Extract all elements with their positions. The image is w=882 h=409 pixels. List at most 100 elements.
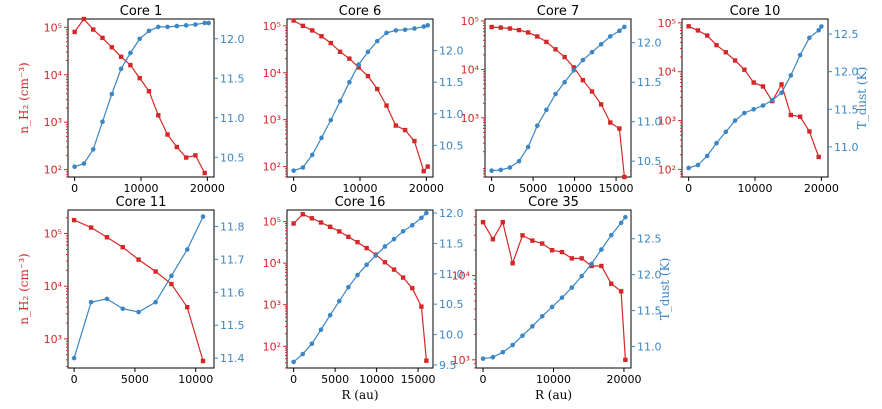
temperature-point [530, 324, 535, 329]
temperature-point [490, 354, 496, 360]
x-tick-label: 20000 [409, 182, 444, 195]
density-series-line [293, 19, 429, 173]
y-right-tick-label: 10.5 [637, 155, 662, 168]
temperature-point [500, 349, 506, 355]
y-left-axis-label: n_H₂ (cm⁻³) [17, 62, 31, 133]
y-right-tick-label: 11.5 [834, 103, 859, 116]
density-point [382, 260, 388, 265]
temperature-point [807, 35, 812, 41]
density-point [589, 89, 595, 94]
density-point [562, 54, 567, 60]
temperature-point [580, 57, 586, 63]
temperature-series-line [688, 26, 822, 169]
density-point [751, 80, 756, 85]
y-right-tick-label: 11.0 [220, 112, 245, 125]
density-point [365, 73, 371, 79]
temperature-point [571, 68, 577, 73]
temperature-point [109, 91, 115, 97]
density-point [137, 75, 142, 81]
temperature-point [355, 272, 360, 278]
density-point [183, 155, 189, 160]
temperature-point [617, 28, 622, 34]
temperature-point [291, 359, 296, 365]
temperature-point [723, 129, 729, 135]
y-left-tick-label: 10⁴ [461, 63, 480, 76]
temperature-point [714, 140, 719, 146]
temperature-point [193, 22, 198, 27]
x-axis-label: R (au) [341, 388, 378, 402]
y-right-tick-label: 12.0 [637, 37, 662, 50]
density-point [549, 248, 555, 253]
temperature-point [319, 135, 324, 141]
density-point [200, 358, 206, 364]
density-point [609, 281, 614, 286]
temperature-point [409, 222, 415, 228]
density-point [391, 267, 397, 272]
density-point [300, 212, 305, 217]
density-point [291, 18, 296, 23]
temperature-series-line [74, 22, 209, 168]
x-tick-label: 15000 [599, 182, 634, 195]
y-left-tick-label: 10⁵ [44, 228, 62, 241]
temperature-point [534, 123, 540, 128]
density-point [156, 113, 161, 118]
x-tick-label: 10000 [343, 182, 378, 195]
density-point [580, 77, 586, 83]
density-point [732, 58, 738, 63]
y-right-tick-label: 11.5 [637, 305, 662, 318]
density-point [571, 65, 576, 70]
temperature-point [816, 27, 822, 33]
density-point [569, 256, 575, 261]
panel-3: Core 7 0 5000 10000 15000 10³ 10⁴ 10⁵ 10.5 11.0 11… [461, 4, 662, 195]
density-point [327, 224, 333, 229]
density-point [193, 153, 198, 158]
temperature-point [704, 153, 710, 159]
density-point [788, 112, 794, 118]
density-point [146, 89, 152, 94]
panel-title: Core 10 [730, 4, 781, 19]
density-point [309, 216, 315, 221]
y-right-tick-label: 11.5 [637, 76, 662, 89]
temperature-point [544, 107, 549, 113]
temperature-point [760, 103, 766, 108]
temperature-point [104, 296, 110, 302]
y-right-tick-label: 10.5 [439, 298, 464, 311]
density-point [540, 241, 545, 246]
y-left-tick-label: 10⁴ [452, 270, 471, 283]
temperature-point [525, 144, 531, 150]
temperature-point [553, 91, 558, 97]
x-tick-label: 20000 [606, 373, 641, 386]
temperature-point [120, 306, 126, 312]
temperature-point [328, 117, 334, 123]
density-point [185, 304, 190, 310]
y-right-tick-label: 11.5 [439, 237, 464, 250]
x-tick-label: 0 [480, 373, 487, 386]
density-point [421, 168, 426, 174]
x-tick-label: 0 [71, 182, 78, 195]
density-point [608, 120, 613, 125]
density-point [705, 33, 710, 38]
plot-frame [475, 209, 632, 369]
panel-title: Core 6 [339, 4, 382, 19]
temperature-point [769, 97, 775, 103]
density-point [412, 138, 417, 144]
density-point [525, 30, 531, 35]
density-point [109, 45, 114, 50]
density-point [104, 235, 110, 240]
density-point [202, 170, 207, 176]
temperature-point [356, 62, 361, 67]
y-right-axis-label: T_dust (K) [658, 258, 672, 321]
density-point [318, 220, 324, 225]
y-left-tick-label: 10² [44, 164, 62, 177]
x-tick-label: 5000 [121, 373, 149, 386]
temperature-point [779, 90, 784, 96]
temperature-point [695, 162, 701, 168]
density-point [498, 25, 503, 30]
temperature-point [797, 52, 803, 58]
density-point [530, 238, 535, 243]
panel-1: Core 1 0 10000 20000 10² 10³ 10⁴ 10⁵ 10.5 11.0 11.… [17, 4, 245, 195]
temperature-point [520, 333, 525, 338]
panel-title: Core 1 [120, 4, 163, 19]
density-point [500, 219, 505, 225]
